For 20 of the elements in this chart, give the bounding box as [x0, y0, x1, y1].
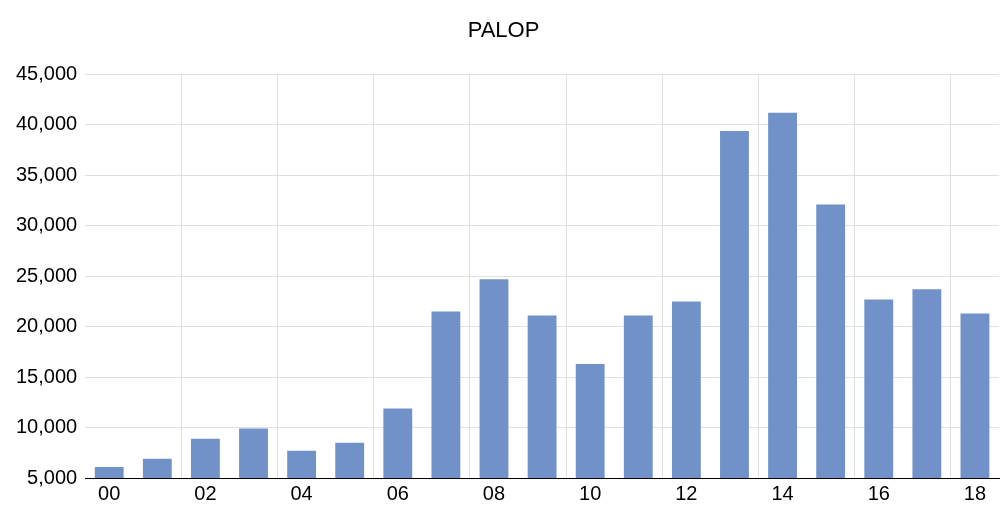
x-tick-label: 08	[482, 481, 506, 504]
x-tick-label: 10	[579, 481, 602, 504]
x-tick-label: 04	[290, 481, 313, 504]
y-tick-label: 40,000	[16, 112, 78, 135]
x-tick-label: 14	[771, 481, 794, 504]
x-tick-label: 00	[98, 481, 121, 504]
chart-title: PALOP	[467, 17, 540, 43]
y-tick-label: 25,000	[16, 263, 78, 286]
y-tick-label: 30,000	[16, 213, 78, 236]
y-tick-label: 15,000	[16, 364, 78, 387]
x-tick-label: 16	[867, 481, 890, 504]
y-tick-label: 20,000	[16, 314, 78, 337]
y-tick-label: 10,000	[16, 415, 78, 438]
y-tick-label: 5,000	[27, 465, 78, 488]
x-tick-label: 02	[194, 481, 217, 504]
y-tick-label: 35,000	[16, 162, 78, 185]
y-tick-label: 45,000	[16, 61, 78, 84]
x-tick-label: 06	[386, 481, 409, 504]
x-tick-label: 18	[963, 481, 987, 504]
x-tick-label: 12	[675, 481, 698, 504]
